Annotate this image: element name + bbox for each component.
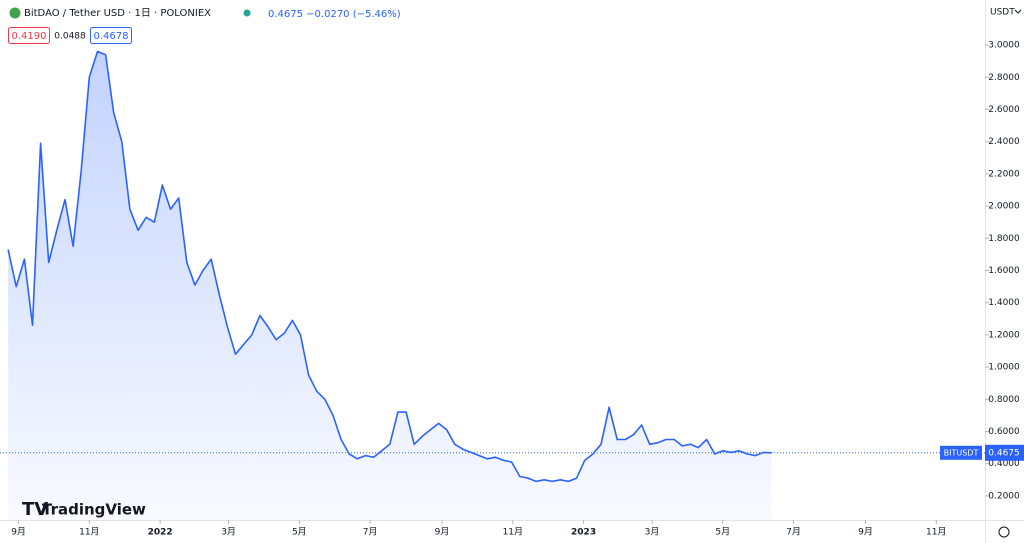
price-line [7, 50, 772, 483]
y-tick-label: 0.8000 [988, 395, 1020, 405]
symbol-label: BITUSDT [944, 448, 979, 457]
x-tick-label: 11月 [79, 527, 99, 538]
y-tick-label: 2.6000 [988, 105, 1020, 115]
currency[interactable]: USDT [990, 8, 1015, 18]
currency-caret[interactable] [1014, 9, 1022, 14]
x-tick-label: 2022 [148, 528, 173, 538]
symbol-icon [9, 7, 21, 19]
y-tick-label: 2.0000 [988, 202, 1020, 212]
plot [0, 50, 985, 520]
x-tick-label: 9月 [435, 527, 450, 538]
y-tick-label: 0.6000 [988, 427, 1020, 437]
y-tick-label: 0.4000 [988, 459, 1020, 469]
x-tick-label: 11月 [926, 527, 946, 538]
y-tick-label: 1.0000 [988, 363, 1020, 373]
settings-icon[interactable] [998, 526, 1010, 538]
x-tick-label: 11月 [503, 527, 523, 538]
y-tick-label: 3.0000 [988, 41, 1020, 51]
last-price-label: 0.4675 [988, 448, 1020, 458]
spread: 0.0488 [54, 32, 86, 42]
bid: 0.4190 [12, 31, 47, 42]
y-tick-label: 1.8000 [988, 234, 1020, 244]
y-tick-label: 1.4000 [988, 298, 1020, 308]
bid-box [8, 27, 50, 44]
ask: 0.4678 [94, 31, 129, 42]
y-tick-label: 2.4000 [988, 137, 1020, 147]
logo-mark: TV [22, 499, 48, 520]
x-tick-label: 2023 [571, 528, 596, 538]
status-dot [243, 9, 251, 17]
x-tick-label: 5月 [715, 527, 730, 538]
brand[interactable]: TradingView [42, 501, 146, 519]
ask-box [90, 27, 132, 44]
quote: 0.4675 −0.0270 (−5.46%) [268, 9, 401, 20]
y-tick-label: 2.8000 [988, 73, 1020, 83]
x-tick-label: 5月 [292, 527, 307, 538]
x-tick-label: 3月 [645, 527, 660, 538]
last-price-tag [985, 444, 1024, 461]
x-tick-label: 7月 [786, 527, 801, 538]
x-tick-label: 9月 [858, 527, 873, 538]
symbol-tag [940, 445, 982, 460]
x-tick-label: 7月 [363, 527, 378, 538]
y-tick-label: 0.2000 [988, 491, 1020, 501]
y-tick-label: 1.6000 [988, 266, 1020, 276]
x-tick-label: 3月 [221, 527, 236, 538]
y-tick-label: 1.2000 [988, 330, 1020, 340]
x-tick-label: 9月 [11, 527, 26, 538]
area-fill [8, 51, 772, 520]
chart-title: BitDAO / Tether USD · 1日 · POLONIEX [24, 8, 211, 19]
y-tick-label: 2.2000 [988, 169, 1020, 179]
